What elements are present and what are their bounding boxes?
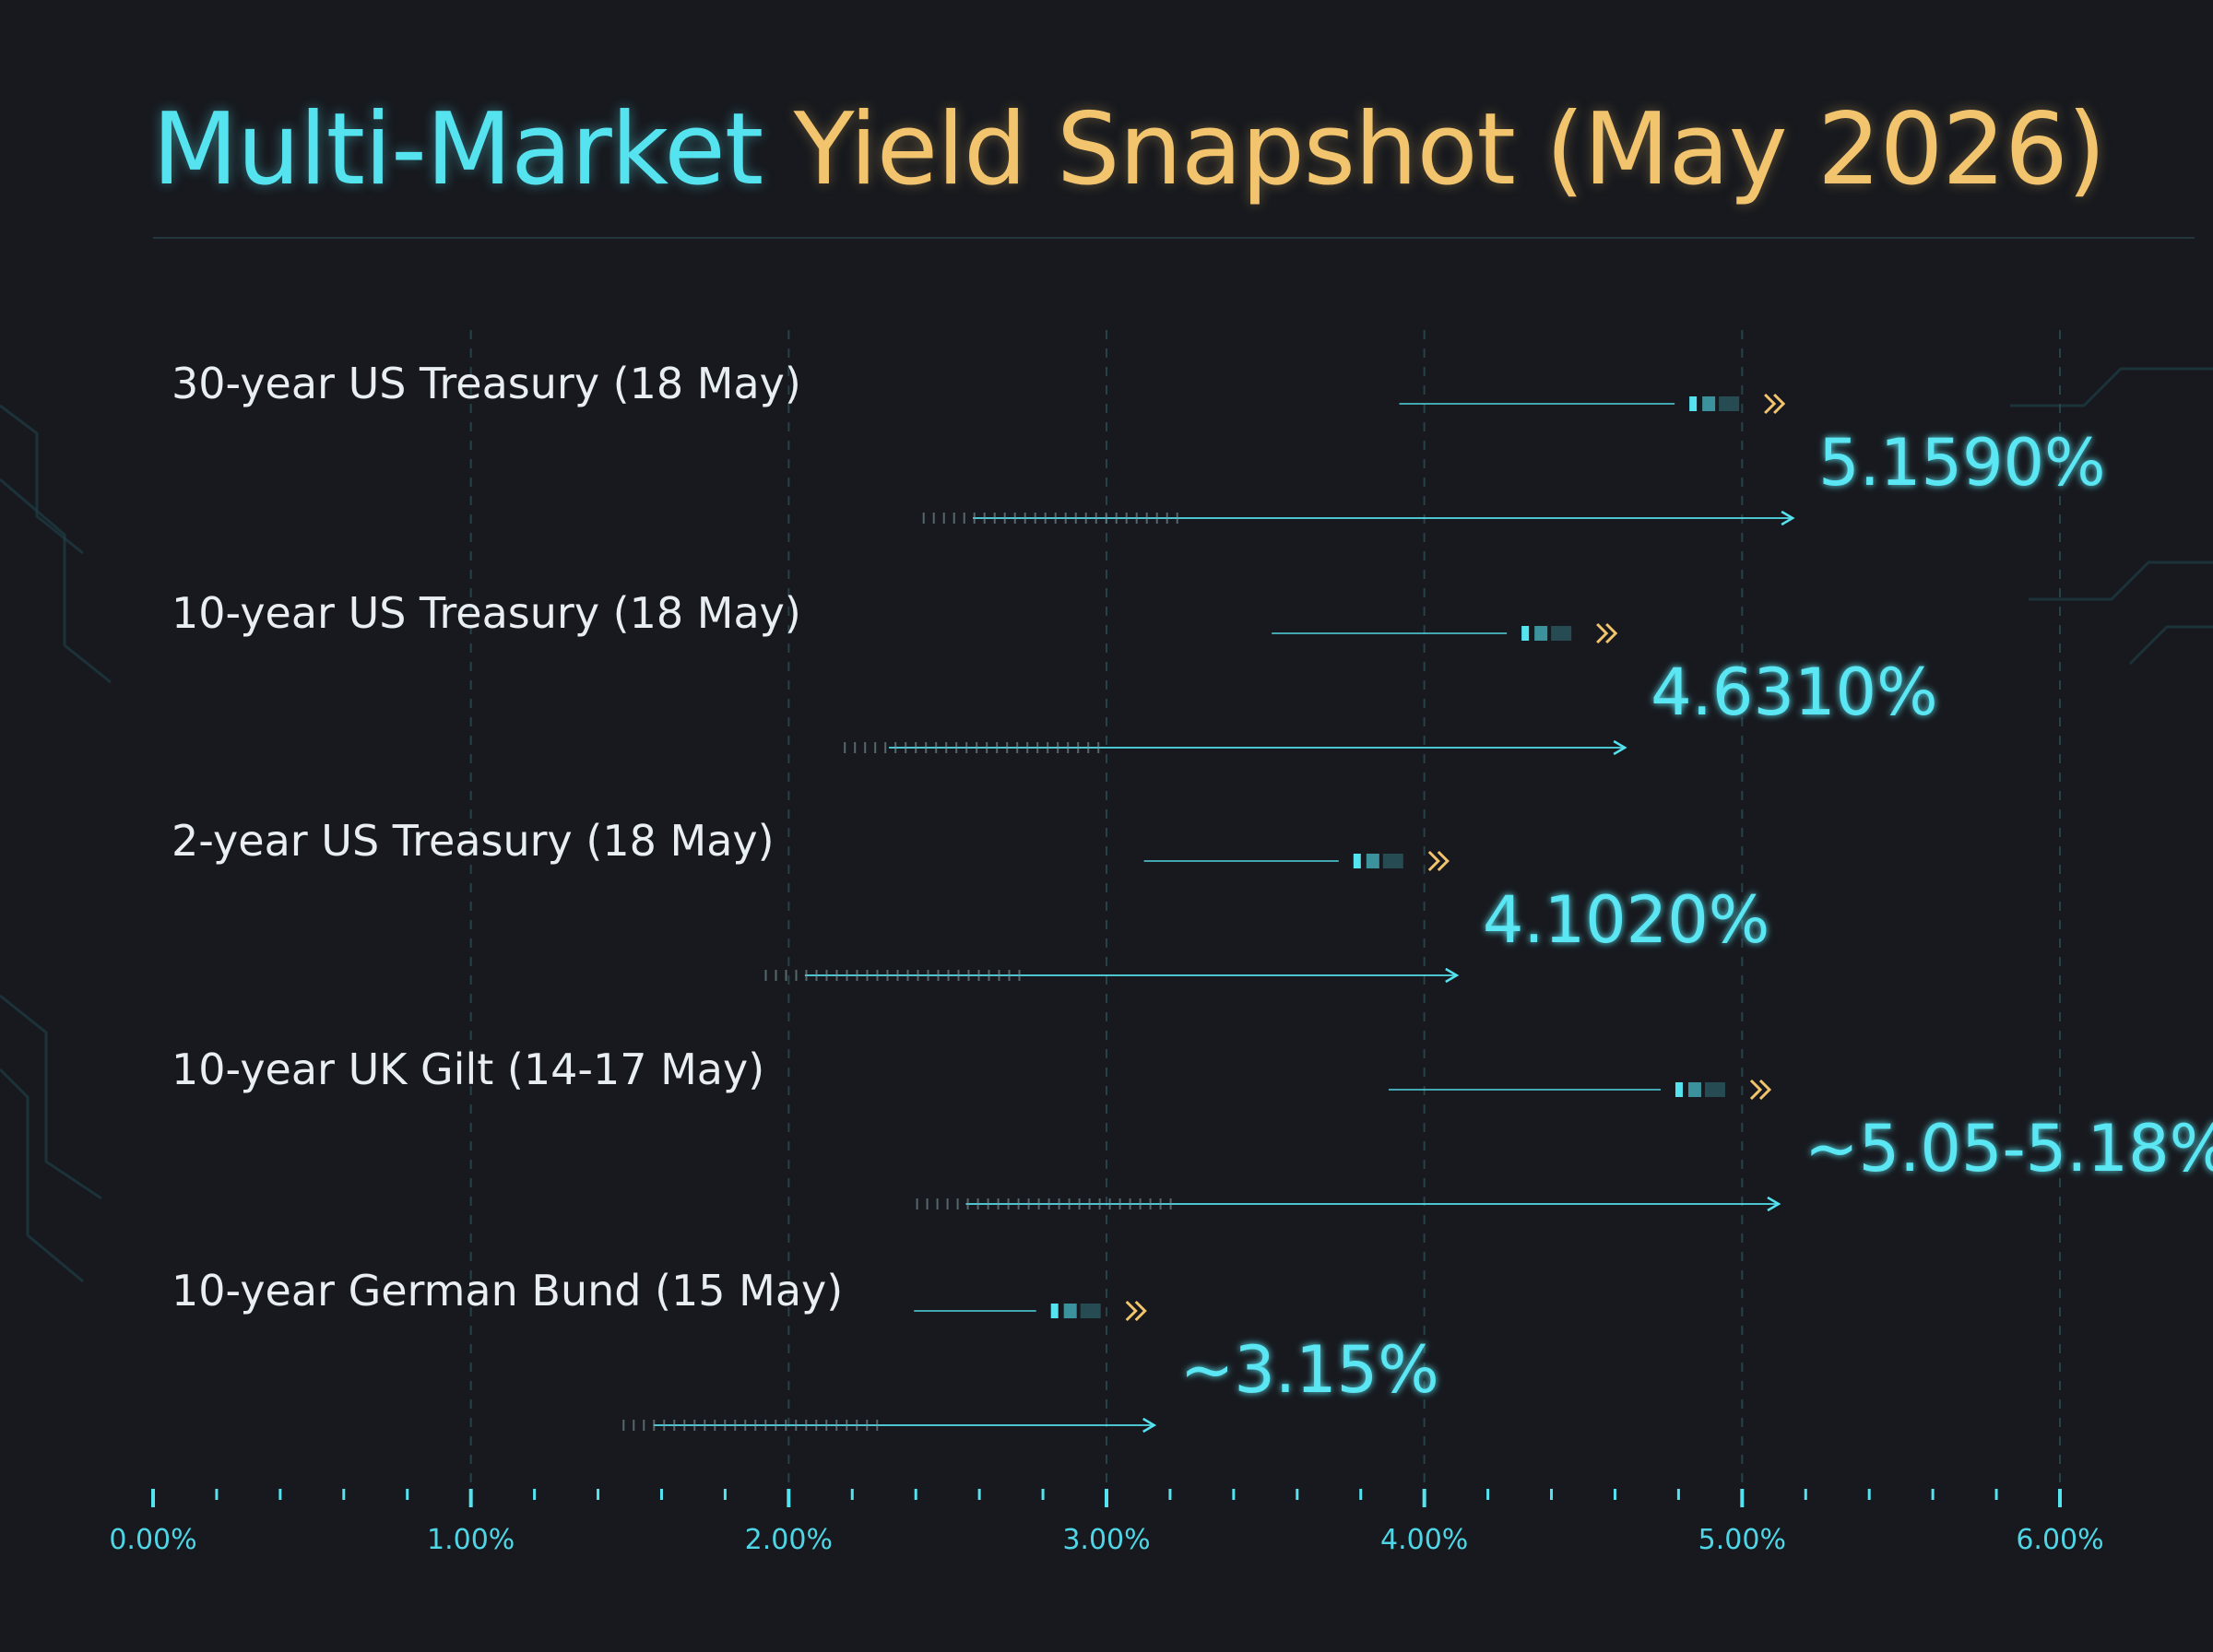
bar-marker-block <box>1719 396 1740 411</box>
chart-title-part-1: Multi-Market <box>152 92 763 207</box>
bar-value-label: ~3.15% <box>1180 1332 1439 1408</box>
x-tick-label: 2.00% <box>745 1524 833 1556</box>
bar-marker-block <box>1551 626 1572 641</box>
bar-marker-block <box>1704 1082 1725 1097</box>
bar-marker-block <box>1353 854 1361 868</box>
bar-marker-chevron <box>1427 850 1450 872</box>
circuit-trace <box>0 994 102 1200</box>
circuit-trace <box>0 404 84 555</box>
x-tick-label: 1.00% <box>427 1524 515 1556</box>
circuit-trace <box>0 478 112 684</box>
x-tick-label: 6.00% <box>2016 1524 2103 1556</box>
bar-category-label: 10-year UK Gilt (14-17 May) <box>172 1044 764 1094</box>
bar-under-arrowhead <box>1767 1196 1781 1212</box>
bar-marker-block <box>1080 1304 1101 1318</box>
bar-marker-chevron <box>1749 1079 1772 1101</box>
x-tick-label: 0.00% <box>109 1524 196 1556</box>
bar-marker-block <box>1382 854 1403 868</box>
bar-category-label: 10-year US Treasury (18 May) <box>172 588 801 638</box>
bar-marker-block <box>1534 626 1548 641</box>
bar-under-arrowhead <box>1781 510 1795 526</box>
bar-value-label: ~5.05-5.18% <box>1805 1111 2213 1186</box>
bar-value-label: 4.1020% <box>1483 882 1769 958</box>
bar-group: 30-year US Treasury (18 May) 5.1590% <box>148 359 2106 526</box>
bar-under-arrowhead <box>1142 1417 1157 1434</box>
chart-title-part-2: Yield Snapshot (May 2026) <box>793 92 2106 207</box>
bar-marker-block <box>1702 396 1716 411</box>
circuit-trace <box>2128 625 2213 666</box>
bar-category-label: 10-year German Bund (15 May) <box>172 1266 843 1316</box>
bar-under-arrowhead <box>1445 967 1460 984</box>
bar-value-label: 4.6310% <box>1651 655 1937 730</box>
x-tick-label: 4.00% <box>1380 1524 1468 1556</box>
bar-group: 10-year German Bund (15 May) ~3.15% <box>148 1266 1439 1434</box>
bar-under-arrowhead <box>1613 739 1627 756</box>
bar-marker-block <box>1521 626 1530 641</box>
circuit-trace <box>0 1068 84 1283</box>
bar-group: 2-year US Treasury (18 May) 4.1020% <box>148 816 1769 984</box>
bar-category-label: 30-year US Treasury (18 May) <box>172 359 801 408</box>
bar-marker-chevron <box>1596 622 1618 644</box>
bar-marker-block <box>1050 1304 1059 1318</box>
bar-marker-block <box>1675 1082 1683 1097</box>
bar-marker-chevron <box>1125 1300 1147 1322</box>
circuit-trace <box>2029 560 2213 601</box>
bar-group: 10-year US Treasury (18 May) 4.6310% <box>148 588 1938 756</box>
bar-marker-block <box>1687 1082 1701 1097</box>
chart-title: Multi-Market Yield Snapshot (May 2026) <box>152 92 2106 207</box>
x-tick-label: 5.00% <box>1698 1524 1786 1556</box>
bar-marker-chevron <box>1764 393 1786 415</box>
x-tick-label: 3.00% <box>1062 1524 1150 1556</box>
bar-marker-block <box>1063 1304 1077 1318</box>
bar-marker-block <box>1366 854 1379 868</box>
bar-category-label: 2-year US Treasury (18 May) <box>172 816 775 866</box>
bar-value-label: 5.1590% <box>1818 425 2105 501</box>
circuit-trace <box>2010 367 2213 407</box>
bar-group: 10-year UK Gilt (14-17 May) ~5.05-5.18% <box>148 1044 2213 1212</box>
bar-marker-block <box>1689 396 1698 411</box>
